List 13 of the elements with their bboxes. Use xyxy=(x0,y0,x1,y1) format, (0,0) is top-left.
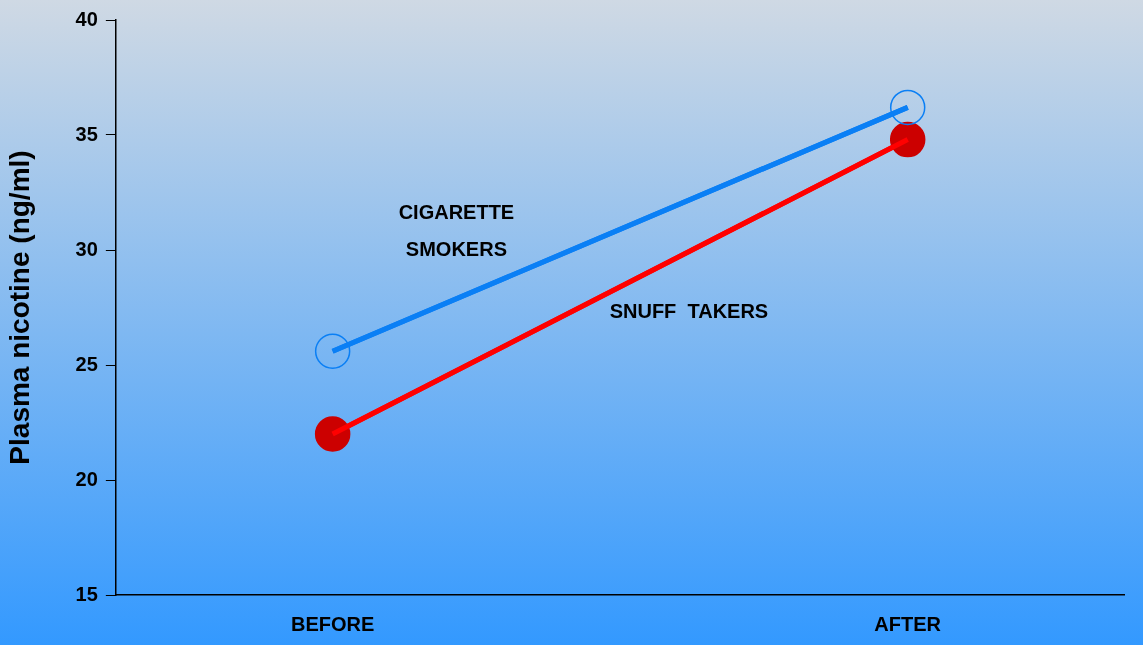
y-tick-label: 35 xyxy=(75,122,98,145)
y-tick-label: 25 xyxy=(75,352,98,375)
y-tick-label: 20 xyxy=(75,467,98,490)
series-label: SNUFF TAKERS xyxy=(609,299,769,322)
series-label: CIGARETTE SMOKERS xyxy=(398,201,515,261)
y-axis-title: Plasma nicotine (ng/ml) xyxy=(3,150,35,465)
y-tick-label: 15 xyxy=(75,582,98,605)
y-tick-label: 40 xyxy=(75,7,98,30)
y-tick-label: 30 xyxy=(75,237,98,260)
x-tick-label: AFTER xyxy=(874,612,942,635)
x-tick-label: BEFORE xyxy=(290,612,375,635)
point xyxy=(889,89,926,126)
point xyxy=(314,333,351,369)
